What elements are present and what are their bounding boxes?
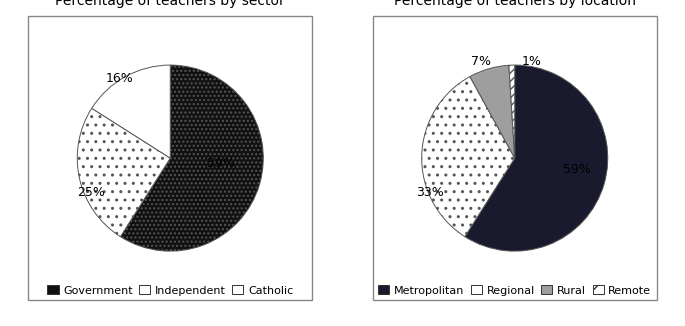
Text: 33%: 33% bbox=[416, 185, 443, 199]
Wedge shape bbox=[77, 108, 171, 237]
Wedge shape bbox=[465, 65, 608, 251]
Title: Percentage of teachers by location: Percentage of teachers by location bbox=[394, 0, 636, 8]
Wedge shape bbox=[92, 65, 171, 158]
Text: 59%: 59% bbox=[208, 157, 235, 170]
Wedge shape bbox=[470, 65, 514, 158]
Legend: Metropolitan, Regional, Rural, Remote: Metropolitan, Regional, Rural, Remote bbox=[374, 281, 656, 300]
Wedge shape bbox=[121, 65, 263, 251]
Wedge shape bbox=[422, 77, 514, 237]
Legend: Government, Independent, Catholic: Government, Independent, Catholic bbox=[43, 281, 297, 300]
Text: 59%: 59% bbox=[563, 163, 591, 176]
Text: 16%: 16% bbox=[105, 72, 133, 85]
Bar bbox=[29, 16, 312, 300]
Bar bbox=[373, 16, 656, 300]
Text: 7%: 7% bbox=[471, 55, 490, 68]
Wedge shape bbox=[509, 65, 514, 158]
Text: 1%: 1% bbox=[522, 55, 542, 68]
Text: 25%: 25% bbox=[77, 185, 105, 199]
Title: Percentage of teachers by sector: Percentage of teachers by sector bbox=[55, 0, 285, 8]
